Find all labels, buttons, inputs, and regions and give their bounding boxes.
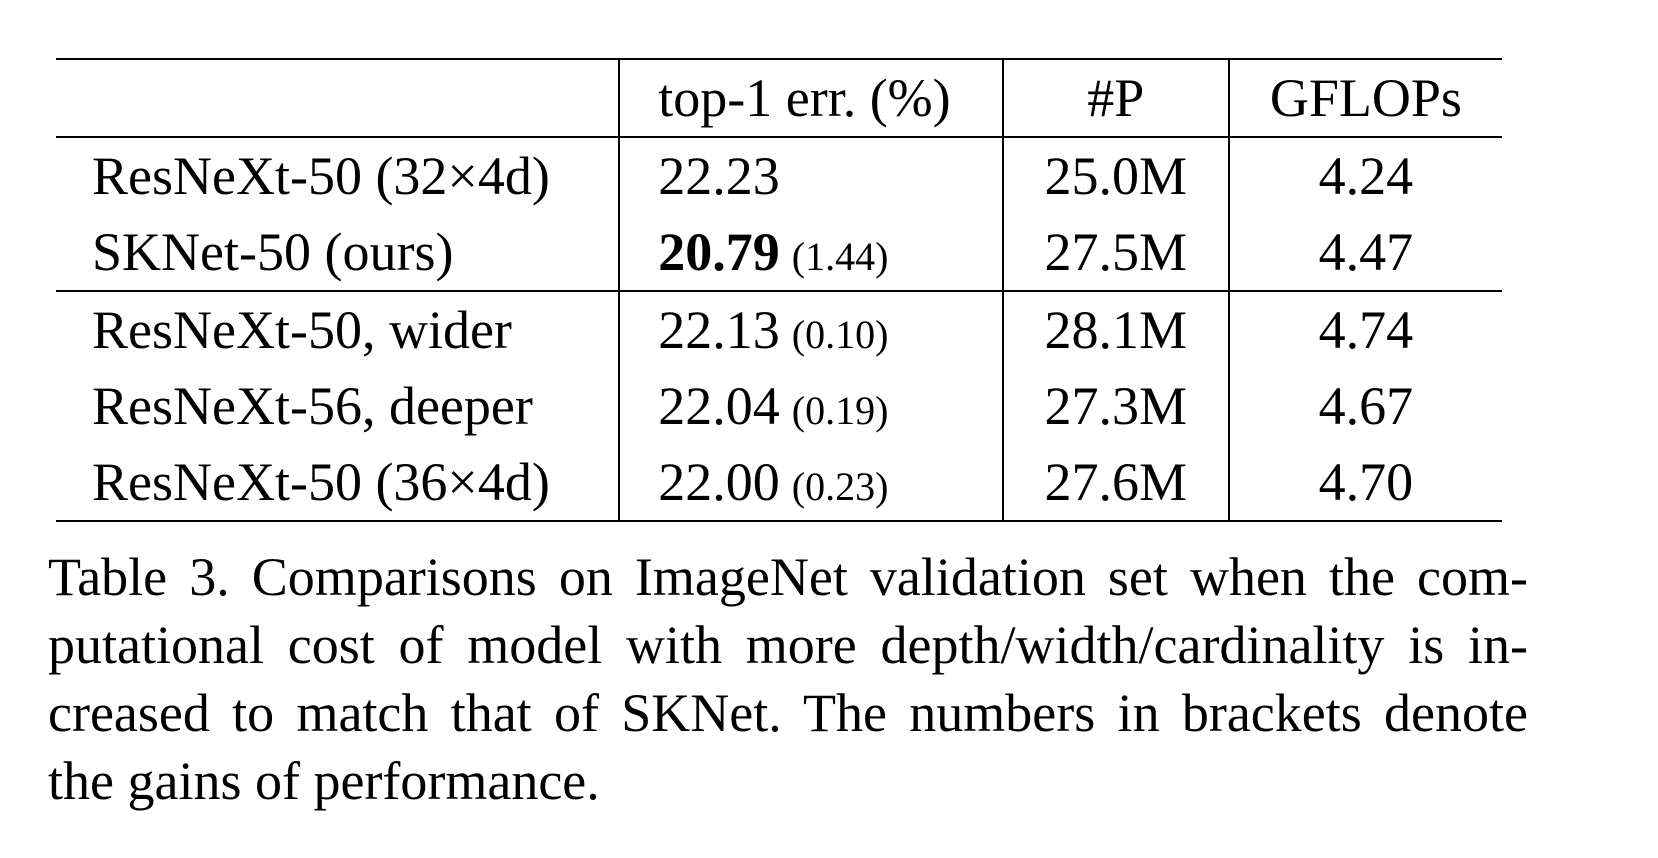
caption-line: the gains of performance.: [48, 751, 600, 811]
results-table-container: top-1 err. (%) #P GFLOPs ResNeXt-50 (32×…: [56, 58, 1502, 522]
cell-gflops: 4.74: [1227, 291, 1502, 368]
gain-value: (0.23): [791, 464, 889, 509]
top1-value-best: 20.79: [658, 222, 780, 282]
cell-gflops: 4.24: [1227, 137, 1502, 214]
cell-top1: 22.23: [618, 137, 1003, 214]
cell-params: 25.0M: [1001, 137, 1229, 214]
comparison-table: top-1 err. (%) #P GFLOPs ResNeXt-50 (32×…: [56, 58, 1502, 522]
gain-value: (1.44): [791, 234, 889, 279]
table-row: ResNeXt-56, deeper 22.04 (0.19) 27.3M 4.6…: [56, 368, 1502, 444]
cell-model: ResNeXt-50 (36×4d): [56, 444, 620, 522]
cell-top1: 22.13 (0.10): [618, 291, 1003, 368]
table-row: ResNeXt-50 (36×4d) 22.00 (0.23) 27.6M 4.7…: [56, 444, 1502, 522]
cell-gflops: 4.70: [1227, 444, 1502, 522]
header-params: #P: [1001, 58, 1229, 138]
cell-params: 27.3M: [1001, 368, 1229, 444]
header-gflops: GFLOPs: [1227, 58, 1502, 138]
cell-top1: 22.00 (0.23): [618, 444, 1003, 522]
table-row: SKNet-50 (ours) 20.79 (1.44) 27.5M 4.47: [56, 214, 1502, 292]
table-row: ResNeXt-50, wider 22.13 (0.10) 28.1M 4.74: [56, 291, 1502, 368]
top1-value: 22.04: [658, 376, 780, 436]
cell-params: 27.5M: [1001, 214, 1229, 292]
cell-top1: 20.79 (1.44): [618, 214, 1003, 292]
header-top1-error: top-1 err. (%): [618, 58, 1003, 138]
caption-line: putational cost of model with more depth…: [48, 615, 1528, 675]
cell-top1: 22.04 (0.19): [618, 368, 1003, 444]
cell-model: ResNeXt-50, wider: [92, 300, 512, 360]
top1-value: 22.00: [658, 452, 780, 512]
cell-params: 28.1M: [1001, 291, 1229, 368]
top1-value: 22.13: [658, 300, 780, 360]
header-model: [56, 58, 620, 138]
table-caption: Table 3. Comparisons on ImageNet validat…: [48, 543, 1528, 815]
cell-params: 27.6M: [1001, 444, 1229, 522]
cell-model: ResNeXt-56, deeper: [92, 376, 533, 436]
gain-value: (0.19): [791, 388, 889, 433]
cell-model: SKNet-50 (ours): [56, 214, 620, 292]
table-header-row: top-1 err. (%) #P GFLOPs: [56, 58, 1502, 138]
gain-value: (0.10): [791, 312, 889, 357]
caption-line: creased to match that of SKNet. The numb…: [48, 683, 1528, 743]
caption-line: Table 3. Comparisons on ImageNet validat…: [48, 547, 1528, 607]
top1-value: 22.23: [658, 146, 780, 206]
cell-gflops: 4.67: [1227, 368, 1502, 444]
cell-model: ResNeXt-50 (32×4d): [92, 146, 550, 206]
cell-gflops: 4.47: [1227, 214, 1502, 292]
table-row: ResNeXt-50 (32×4d) 22.23 25.0M 4.24: [56, 137, 1502, 214]
